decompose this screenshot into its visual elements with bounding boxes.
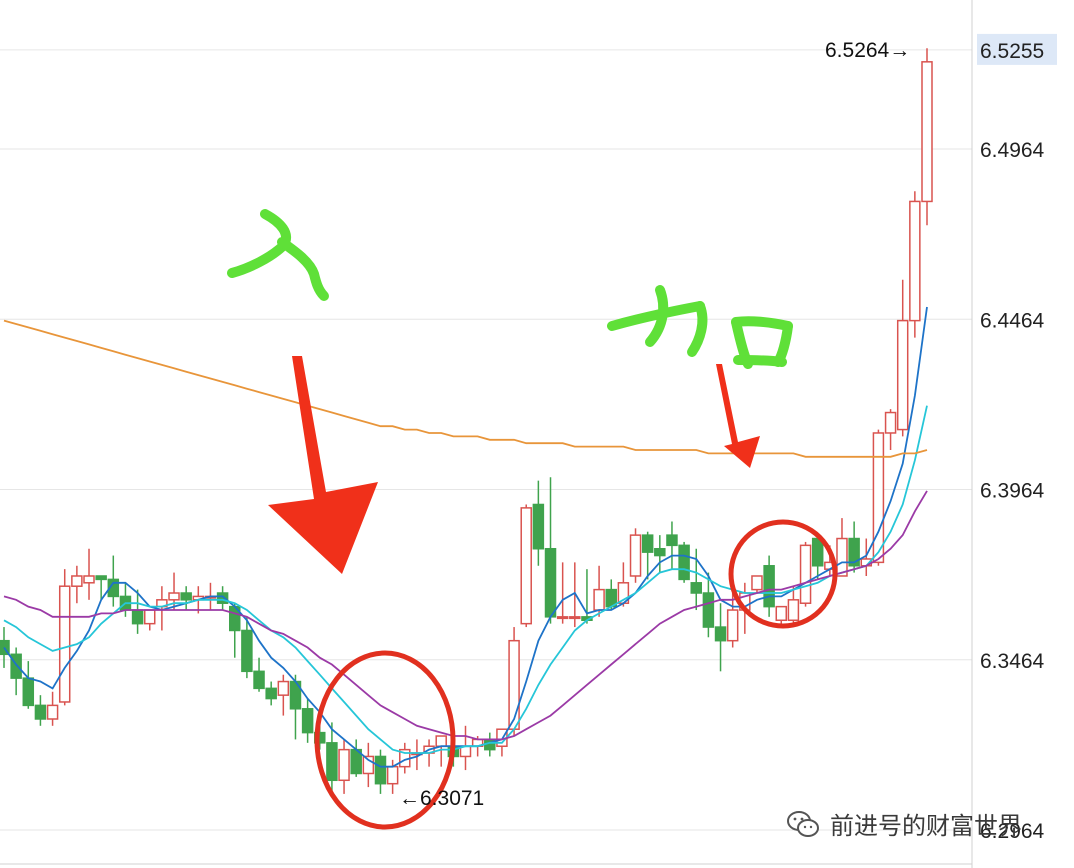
candle-down (180, 586, 192, 611)
candle-down (654, 535, 666, 573)
y-tick-label: 6.5255 (980, 40, 1044, 63)
down-arrow-large (268, 356, 378, 574)
moving-average-line (3, 405, 928, 754)
moving-average-line (3, 319, 928, 458)
wechat-icon (787, 810, 819, 837)
watermark-text: 前进号的财富世界 (830, 812, 1022, 840)
hand-drawn-markup (227, 209, 838, 830)
candle-up (909, 191, 921, 338)
candle-up (362, 742, 375, 788)
candle-down (301, 698, 314, 743)
y-tick-label: 6.2964 (980, 820, 1045, 843)
candle-up (629, 528, 642, 583)
high-price-annotation: 6.5264→ (825, 39, 910, 62)
candle-up (872, 429, 885, 566)
candle-up (884, 409, 897, 451)
y-tick-label: 6.3964 (980, 480, 1045, 503)
highlight-circle-low (314, 650, 456, 830)
candle-down (34, 695, 47, 726)
candle-up (520, 504, 532, 628)
grid-lines (0, 0, 973, 868)
candle-up (277, 674, 290, 716)
candle-up (58, 569, 71, 706)
candle-down (532, 480, 545, 566)
candle-down (216, 586, 229, 611)
candle-down (326, 722, 338, 794)
candle-down (641, 531, 654, 580)
handwritten-marks (227, 209, 793, 369)
current-price-highlight (977, 33, 1057, 65)
candle-up (896, 279, 909, 437)
low-price-annotation: ←6.3071 (399, 787, 484, 810)
candle-up (751, 575, 763, 594)
y-tick-label: 6.4464 (980, 309, 1045, 332)
candle-down (666, 521, 678, 570)
highlight-circle-right (728, 519, 838, 629)
watermark: 前进号的财富世界 (786, 806, 1022, 841)
candle-up (71, 565, 83, 604)
down-arrow-small (716, 364, 760, 468)
candles (0, 48, 933, 794)
y-axis-labels: 6.5255 6.4964 6.4464 6.3964 6.3464 6.2964 (977, 33, 1057, 843)
moving-average-line (3, 490, 928, 741)
candle-up (775, 605, 788, 624)
candle-up (787, 586, 800, 628)
candle-down (374, 749, 387, 794)
candle-up (46, 691, 59, 726)
candle-up (799, 541, 812, 607)
candle-down (107, 555, 120, 607)
candle-down (848, 521, 860, 573)
candle-down (678, 541, 690, 583)
candle-down (581, 569, 593, 624)
candle-up (921, 48, 933, 226)
candle-down (350, 739, 362, 777)
candle-down (265, 681, 277, 706)
candle-up (338, 739, 350, 794)
candle-down (95, 575, 107, 600)
candle-down (241, 616, 253, 679)
candle-down (253, 657, 265, 692)
candle-up (83, 548, 95, 600)
candle-down (702, 572, 715, 638)
y-tick-label: 6.3464 (980, 650, 1045, 673)
candle-up (836, 518, 848, 577)
candle-down (763, 555, 775, 617)
candle-down (714, 603, 727, 672)
candle-down (22, 661, 35, 709)
candle-down (10, 647, 22, 696)
moving-average-line (3, 306, 928, 768)
candle-down (544, 477, 557, 624)
y-tick-label: 6.4964 (980, 139, 1045, 162)
candle-up (726, 593, 739, 648)
candle-down (289, 674, 302, 740)
moving-average-lines (3, 306, 928, 768)
candle-up (556, 562, 569, 624)
candle-up (143, 609, 156, 631)
